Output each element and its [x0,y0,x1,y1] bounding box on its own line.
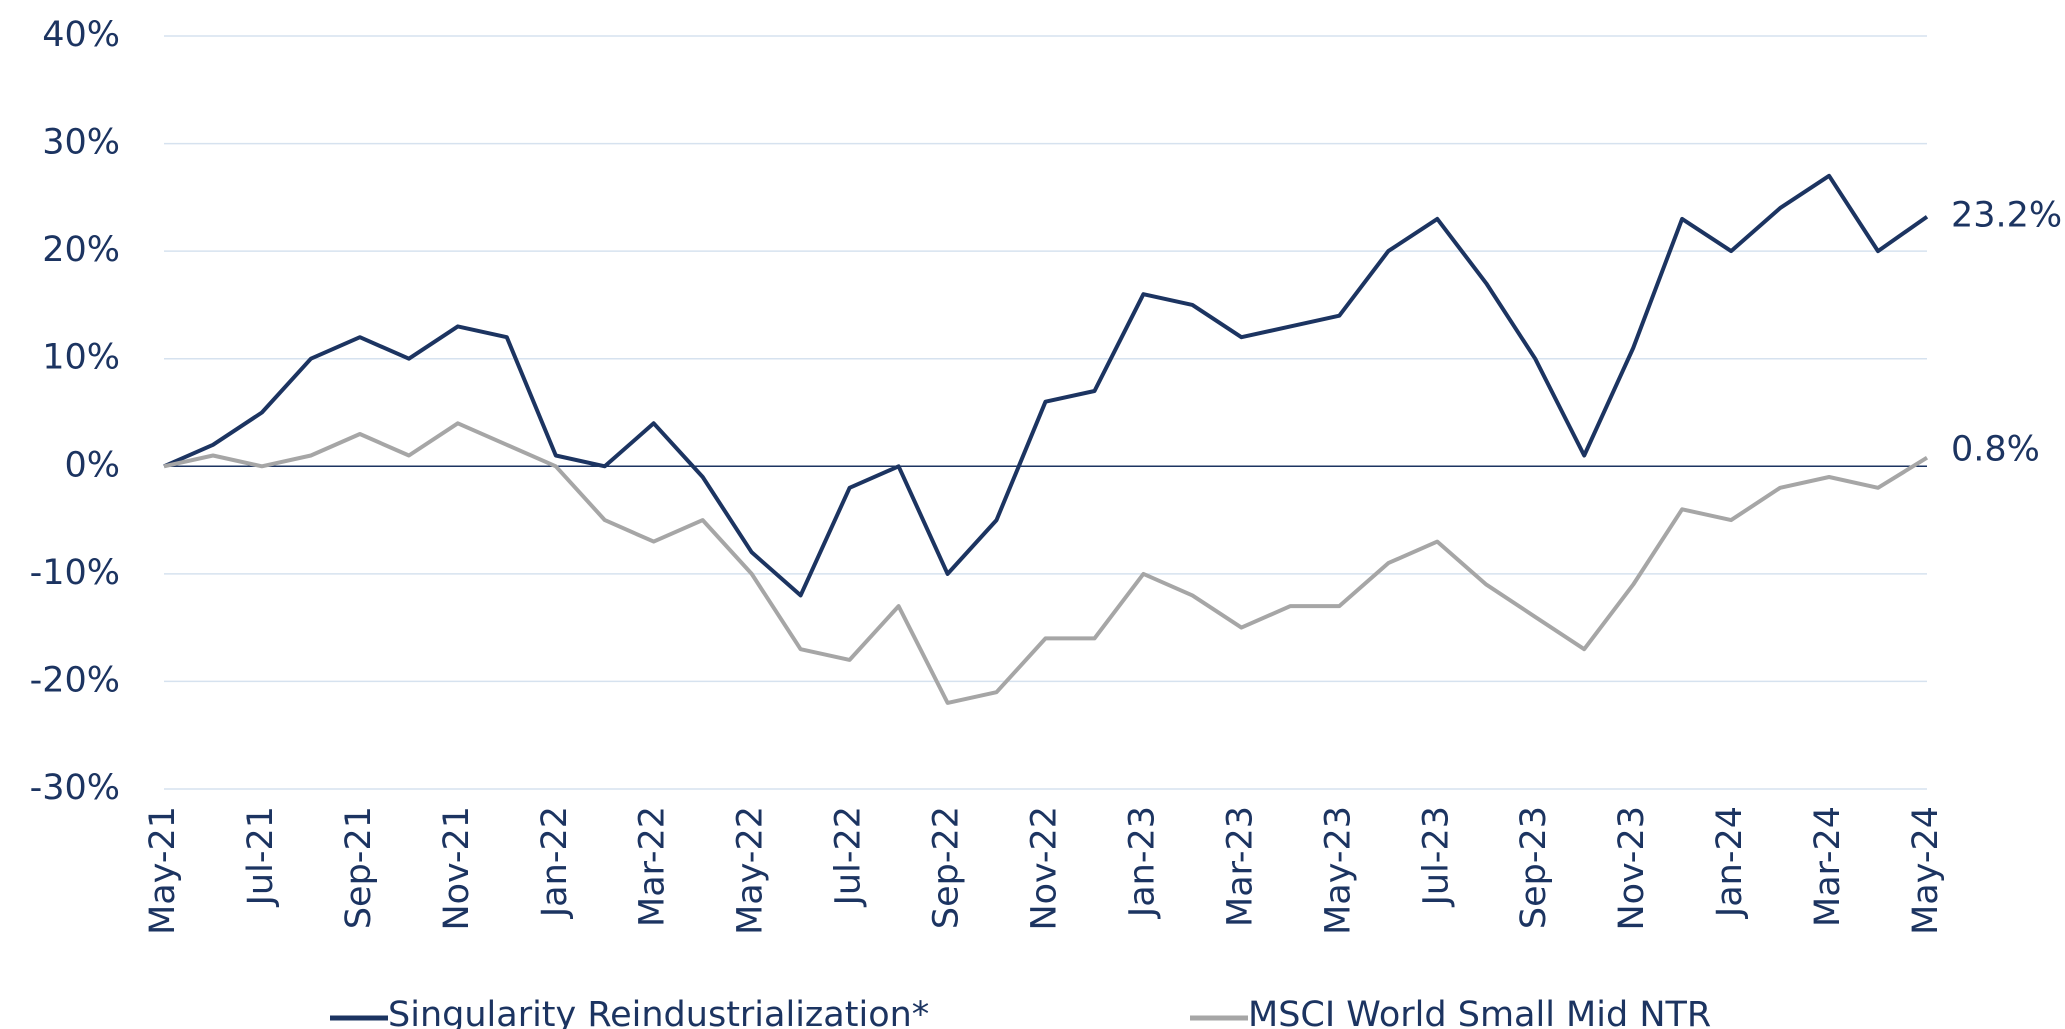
y-tick-label: 20% [42,230,120,270]
x-tick-label: Nov-22 [1025,806,1065,931]
x-tick-label: Sep-21 [339,806,379,929]
x-tick-label: Jan-22 [535,806,575,919]
end-label: 0.8% [1951,430,2040,470]
end-label: 23.2% [1951,196,2062,236]
x-tick-label: Jul-21 [241,806,281,907]
x-tick-label: Nov-21 [437,806,477,931]
y-tick-label: 30% [42,123,120,163]
series-line [163,421,1929,705]
x-tick-label: Mar-22 [633,806,673,927]
y-tick-label: 0% [64,445,120,485]
y-tick-label: 40% [42,15,120,55]
x-tick-label: Jul-22 [829,806,869,907]
x-tick-label: May-22 [731,806,771,935]
legend-label: Singularity Reindustrialization* [388,995,929,1029]
x-tick-label: May-23 [1318,806,1358,935]
x-tick-label: Jan-24 [1710,806,1750,919]
x-tick-label: Sep-22 [927,806,967,929]
y-tick-label: -30% [30,768,120,808]
x-tick-label: Jan-23 [1122,806,1162,919]
y-tick-label: -10% [30,553,120,593]
x-tick-label: Sep-23 [1514,806,1554,929]
y-tick-label: -20% [30,660,120,700]
x-tick-label: Mar-24 [1808,806,1848,927]
x-tick-label: Mar-23 [1220,806,1260,927]
x-tick-label: May-21 [143,806,183,935]
y-tick-label: 10% [42,338,120,378]
x-tick-label: May-24 [1906,806,1946,935]
x-tick-label: Jul-23 [1416,806,1456,907]
x-tick-label: Nov-23 [1612,806,1652,931]
legend-label: MSCI World Small Mid NTR [1248,995,1711,1029]
series-line [163,173,1929,598]
